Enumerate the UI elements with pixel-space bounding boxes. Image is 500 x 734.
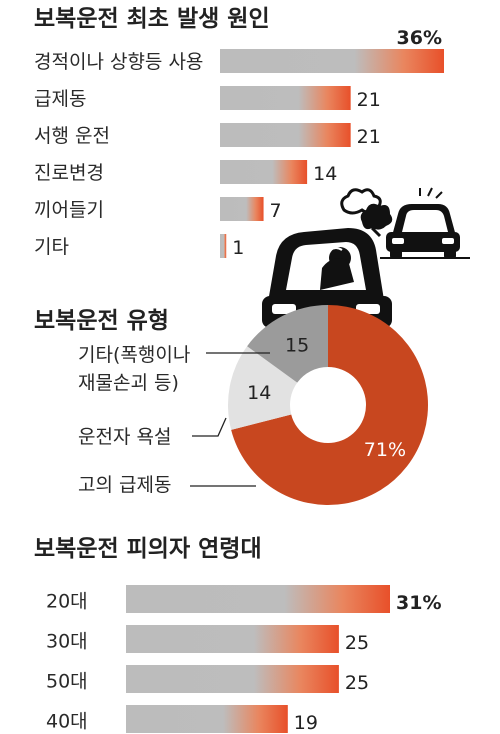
chart3-bars: 20대 31% 30대 25 50대 25 40대 19 [46, 585, 441, 734]
chart3-bar [126, 665, 339, 693]
chart1-bar [220, 197, 264, 221]
chart1-category-label: 서행 운전 [34, 125, 110, 147]
donut-category-label: 고의 급제동 [78, 474, 171, 496]
chart1-bar [220, 49, 444, 73]
chart1-category-label: 끼어들기 [34, 199, 104, 221]
chart3-bar [126, 585, 390, 613]
chart3-category-label: 40대 [46, 710, 88, 732]
donut-value-label: 15 [285, 334, 309, 356]
donut-slice [231, 305, 428, 506]
chart2-title: 보복운전 유형 [34, 308, 169, 334]
chart1-value-label: 21 [357, 126, 381, 148]
chart2-donut: 71% 14 15 [227, 305, 428, 506]
anger-puff-icon [340, 188, 393, 238]
donut-value-label: 14 [247, 382, 271, 404]
chart3-bar [126, 705, 288, 733]
chart1-bar [220, 234, 227, 258]
chart1-bar [220, 160, 308, 184]
chart1-category-label: 기타 [34, 236, 69, 258]
chart3-category-label: 30대 [46, 630, 88, 652]
chart1-bars: 경적이나 상향등 사용 36% 급제동 21 서행 운전 21 진로변경 14 끼어들기 7 기타 1 [34, 27, 444, 259]
chart3-bar [126, 625, 339, 653]
chart1-title: 보복운전 최초 발생 원인 [34, 6, 270, 32]
chart1-bar [220, 86, 351, 110]
chart3-value-label: 25 [345, 632, 369, 654]
car-with-exhaust-icon [380, 187, 470, 259]
chart1-category-label: 진로변경 [34, 162, 104, 184]
chart3-value-label: 25 [345, 672, 369, 694]
donut-leader-line [192, 417, 227, 437]
chart1-category-label: 경적이나 상향등 사용 [34, 51, 203, 73]
chart3-category-label: 20대 [46, 590, 88, 612]
chart1-value-label: 7 [270, 200, 282, 222]
chart1-value-label: 14 [313, 163, 337, 185]
chart1-value-label: 1 [232, 237, 244, 259]
donut-value-label: 71% [364, 439, 406, 461]
donut-category-label: 재물손괴 등) [78, 372, 179, 394]
donut-slice [247, 305, 328, 383]
chart1-category-label: 급제동 [34, 88, 86, 110]
donut-category-label: 기타(폭행이나 [78, 344, 190, 366]
donut-category-label: 운전자 욕설 [78, 426, 171, 448]
chart3-value-label: 31% [396, 592, 441, 614]
chart1-value-label: 21 [357, 89, 381, 111]
chart3-category-label: 50대 [46, 670, 88, 692]
donut-slice [227, 346, 298, 430]
chart1-value-label: 36% [397, 27, 442, 49]
chart3-title: 보복운전 피의자 연령대 [34, 536, 262, 562]
chart1-bar [220, 123, 351, 147]
chart3-value-label: 19 [294, 712, 318, 734]
